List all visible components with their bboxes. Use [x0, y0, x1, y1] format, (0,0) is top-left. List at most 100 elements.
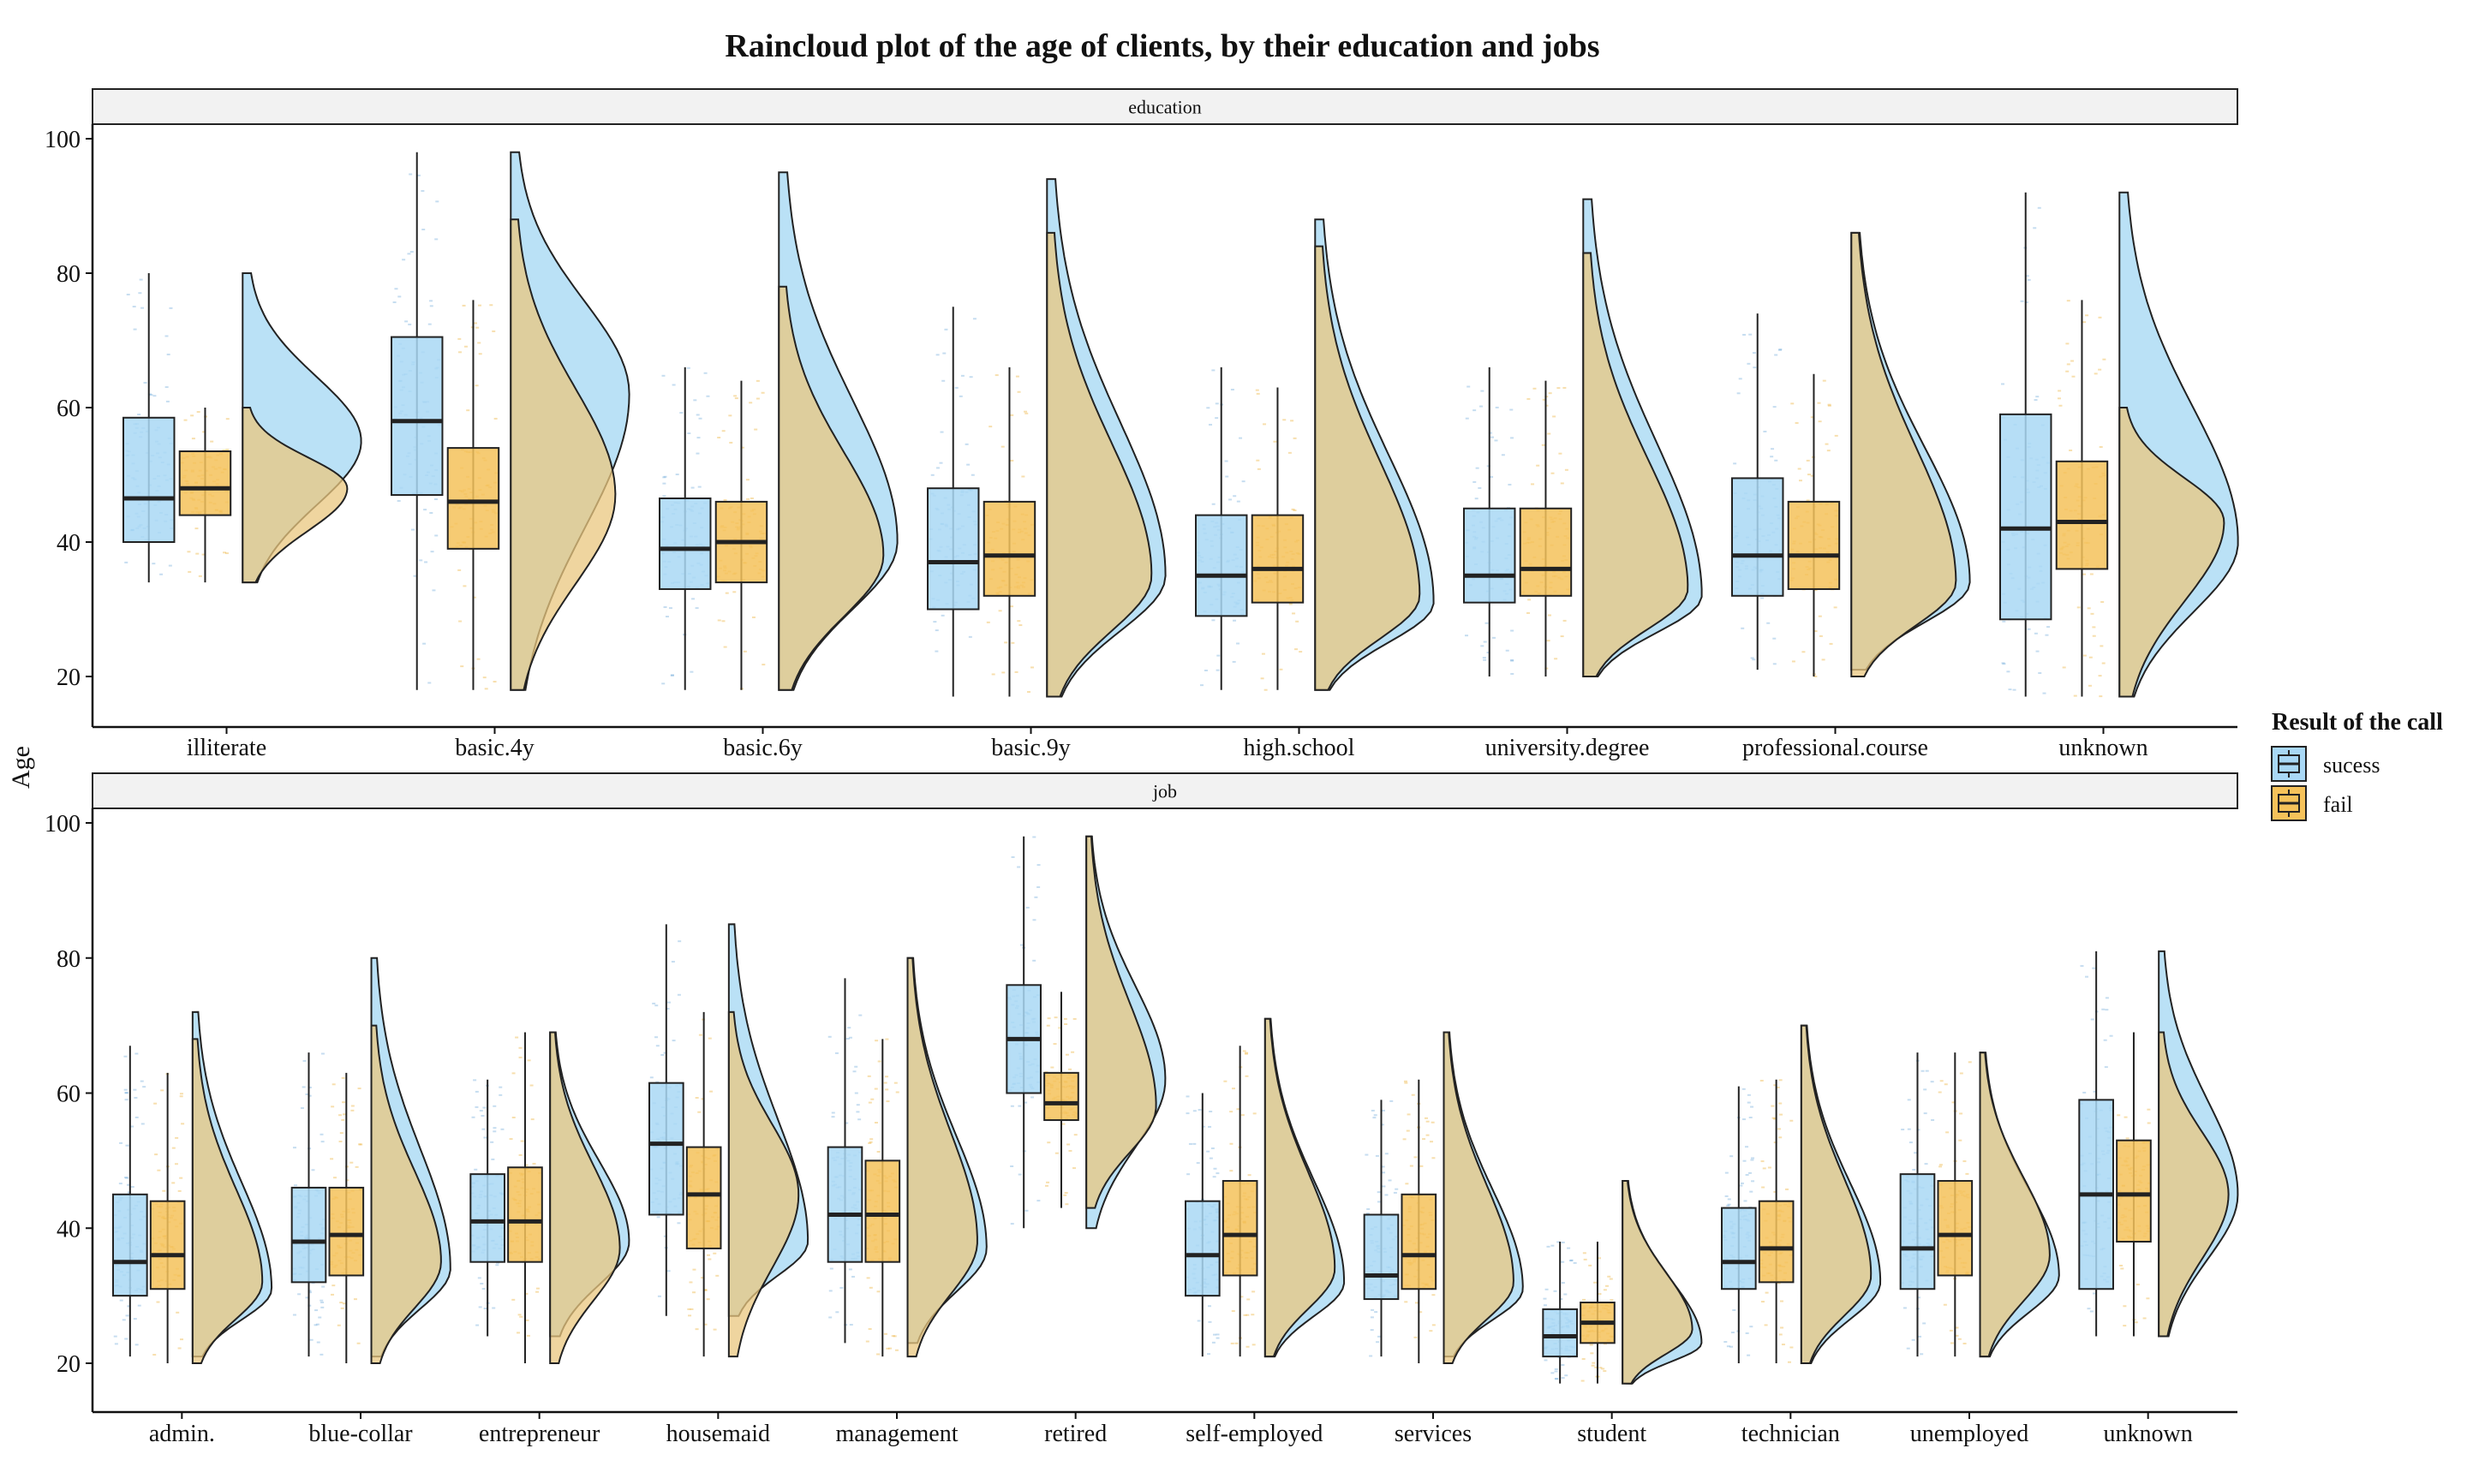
success-point: [149, 394, 153, 396]
fail-point: [2123, 1305, 2127, 1308]
fail-box: [2116, 1139, 2152, 1243]
success-point: [1508, 483, 1512, 486]
fail-box: [1043, 1071, 1079, 1122]
y-tick-label: 40: [57, 530, 81, 557]
fail-point: [1293, 437, 1297, 439]
fail-point: [1607, 1275, 1611, 1278]
fail-point: [1959, 1112, 1963, 1115]
success-point: [652, 1002, 656, 1004]
success-point: [1209, 1111, 1213, 1113]
success-point: [2105, 1009, 2109, 1011]
fail-point: [526, 1334, 530, 1337]
success-point: [1920, 1070, 1925, 1072]
fail-point: [530, 1118, 535, 1121]
success-point: [1211, 369, 1216, 372]
fail-point: [1044, 1184, 1048, 1187]
fail-point: [1560, 635, 1564, 638]
success-point: [831, 1116, 835, 1118]
fail-point: [153, 1102, 158, 1105]
fail-point: [1562, 386, 1567, 389]
success-point: [475, 1090, 479, 1093]
fail-point: [1778, 1102, 1783, 1105]
fail-density-cloud: [906, 957, 978, 1358]
fail-point: [995, 374, 999, 377]
success-point: [1543, 1297, 1547, 1300]
success-point: [1384, 1153, 1389, 1155]
fail-point: [1404, 1301, 1408, 1303]
success-point: [1732, 1308, 1736, 1311]
fail-point: [883, 1332, 887, 1335]
fail-point: [527, 1059, 531, 1062]
fail-point: [701, 1098, 705, 1100]
success-point: [1196, 1162, 1200, 1165]
fail-point: [457, 337, 462, 340]
x-tick-label: unemployed: [1910, 1421, 2028, 1447]
success-point: [483, 1136, 487, 1139]
fail-point: [525, 1319, 529, 1321]
fail-point: [188, 570, 192, 573]
fail-point: [1810, 416, 1814, 419]
fail-point: [713, 1252, 717, 1255]
fail-point: [1807, 474, 1811, 476]
success-point: [1742, 1159, 1747, 1162]
success-point: [1024, 1101, 1028, 1104]
success-point: [419, 559, 423, 562]
success-point: [1208, 1320, 1212, 1323]
success-point: [1748, 333, 1753, 336]
success-point: [139, 278, 143, 281]
fail-point: [1582, 1252, 1586, 1255]
fail-point: [509, 1138, 513, 1141]
fail-point: [1548, 392, 1552, 395]
fail-point: [1251, 1314, 1255, 1316]
success-point: [496, 1261, 500, 1264]
fail-point: [339, 1132, 343, 1135]
success-point: [1371, 1109, 1375, 1112]
success-point: [854, 1065, 858, 1068]
success-point: [125, 1177, 129, 1179]
fail-point: [1047, 1017, 1051, 1020]
fail-point: [2100, 645, 2104, 647]
success-point: [697, 486, 702, 488]
legend-label-fail: fail: [2323, 792, 2353, 817]
success-point: [856, 1111, 860, 1113]
success-point: [1198, 1109, 1202, 1112]
success-point: [1553, 1290, 1557, 1292]
success-point: [851, 1275, 856, 1278]
fail-point: [1407, 1113, 1411, 1116]
fail-point: [342, 1101, 346, 1104]
fail-point: [457, 569, 462, 571]
success-point: [854, 1092, 858, 1094]
success-point: [959, 395, 963, 397]
fail-point: [728, 414, 732, 417]
success-point: [1036, 886, 1041, 889]
fail-point: [1790, 402, 1795, 405]
success-point: [1738, 378, 1742, 380]
fail-point: [695, 1097, 699, 1100]
fail-point: [1063, 1194, 1067, 1196]
success-point: [125, 1144, 129, 1147]
fail-point: [457, 351, 462, 354]
success-point: [2046, 626, 2051, 629]
fail-point: [340, 1307, 344, 1309]
success-point: [1192, 1110, 1197, 1112]
fail-point: [341, 1076, 345, 1079]
fail-point: [2134, 1321, 2138, 1324]
success-point: [1906, 1347, 1910, 1350]
success-point: [427, 323, 432, 325]
fail-point: [337, 1324, 341, 1326]
success-point: [1510, 659, 1514, 662]
x-tick-label: housemaid: [666, 1421, 770, 1447]
fail-point: [2058, 404, 2063, 407]
fail-point: [688, 1314, 692, 1317]
success-point: [1741, 1088, 1746, 1090]
success-point: [1025, 906, 1030, 909]
success-point: [1509, 408, 1514, 411]
success-point: [1204, 669, 1208, 671]
fail-point: [1773, 1084, 1777, 1087]
success-point: [500, 1128, 505, 1130]
fail-density-cloud: [1314, 245, 1421, 691]
success-point: [1743, 1200, 1747, 1202]
success-box: [1998, 413, 2052, 621]
fail-point: [883, 1082, 887, 1084]
fail-point: [1247, 1174, 1251, 1177]
